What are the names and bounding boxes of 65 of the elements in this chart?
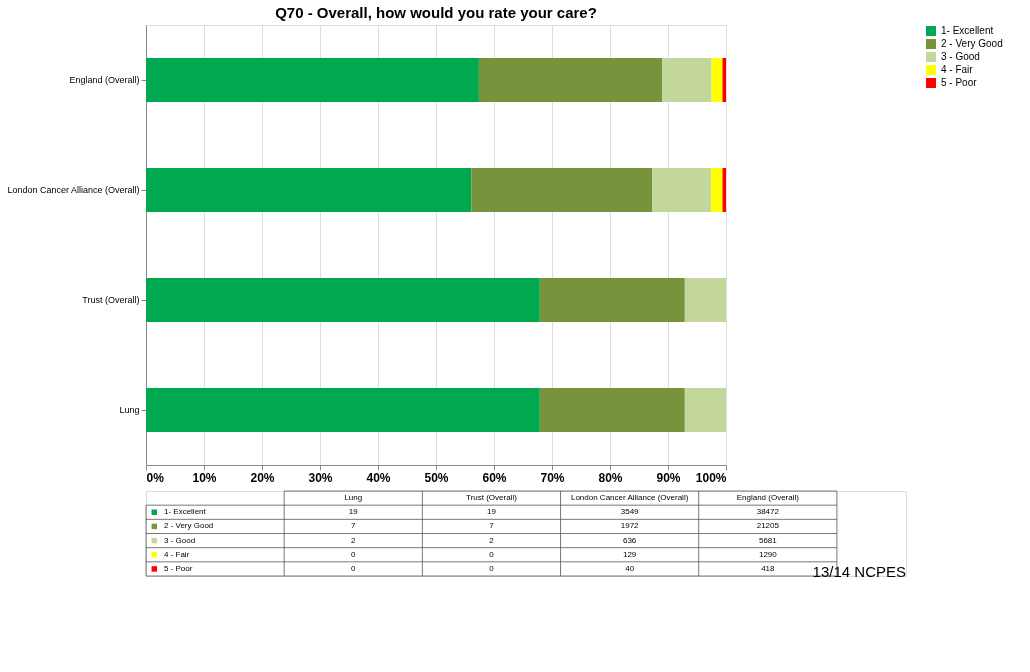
- data-label: 3549: [620, 507, 640, 517]
- x-tick-label: 20%: [250, 470, 275, 485]
- x-tick-label: 70%: [540, 470, 565, 485]
- bar: [146, 278, 540, 322]
- x-tick-label: 30%: [308, 470, 333, 485]
- x-tick-label: 60%: [482, 470, 507, 485]
- legend-label: 1- Excellent: [941, 25, 994, 36]
- bar: [539, 278, 685, 322]
- text: 13/14 NCPES: [812, 562, 906, 580]
- legend-label: 1- Excellent: [163, 507, 207, 517]
- x-tick-label: 50%: [424, 470, 449, 485]
- x-tick-label: 100%: [695, 470, 727, 485]
- legend-label: 5 - Poor: [941, 77, 978, 88]
- legend-label: 4 - Fair: [941, 64, 974, 75]
- legend-label: 4 - Fair: [163, 549, 190, 559]
- bar: [539, 388, 685, 432]
- bar: [684, 278, 726, 322]
- y-tick-label: Trust (Overall): [82, 295, 140, 305]
- data-label: 0: [351, 549, 357, 559]
- x-tick-label: 90%: [656, 470, 681, 485]
- y-tick-label: England (Overall): [69, 75, 140, 85]
- bar: [710, 168, 723, 212]
- bar: [146, 388, 540, 432]
- data-label: 1290: [758, 549, 778, 559]
- x-tick-label: 10%: [192, 470, 217, 485]
- bar: [471, 168, 653, 212]
- y-tick-label: Lung: [119, 405, 140, 415]
- data-label: 0: [489, 563, 495, 573]
- data-label: 5681: [758, 535, 778, 545]
- category-label: Trust (Overall): [466, 493, 518, 503]
- legend-label: 5 - Poor: [163, 563, 193, 573]
- category-label: London Cancer Alliance (Overall): [570, 493, 689, 503]
- bar: [478, 58, 663, 102]
- category-label: England (Overall): [736, 493, 800, 503]
- category-label: Lung: [344, 493, 363, 503]
- x-tick-label: 40%: [366, 470, 391, 485]
- bar: [684, 388, 726, 432]
- data-label: 0: [489, 549, 495, 559]
- bar: [711, 58, 723, 102]
- data-label: 0: [351, 563, 357, 573]
- legend-label: 3 - Good: [163, 535, 196, 545]
- x-tick-label: 80%: [598, 470, 623, 485]
- bar: [146, 168, 472, 212]
- data-label: 129: [622, 549, 637, 559]
- data-label: 1972: [620, 521, 640, 531]
- data-label: 2: [489, 535, 495, 545]
- bar: [146, 58, 479, 102]
- data-label: 40: [625, 563, 635, 573]
- data-label: 19: [348, 507, 359, 517]
- data-label: 19: [487, 507, 497, 517]
- chart-title: Q70 - Overall, how would you rate your care?: [275, 4, 597, 21]
- data-label: 7: [351, 521, 357, 531]
- x-tick-label: 0%: [146, 470, 165, 485]
- legend-label: 2 - Very Good: [941, 38, 1003, 49]
- bar: [652, 168, 711, 212]
- bar: [662, 58, 712, 102]
- y-tick-label: London Cancer Alliance (Overall): [7, 185, 140, 195]
- data-label: 7: [489, 521, 495, 531]
- legend-label: 2 - Very Good: [163, 521, 214, 531]
- data-label: 21205: [756, 521, 780, 531]
- data-label: 38472: [756, 507, 780, 517]
- data-label: 418: [761, 563, 776, 573]
- data-label: 636: [622, 535, 637, 545]
- data-label: 2: [351, 535, 357, 545]
- legend-label: 3 - Good: [941, 51, 980, 62]
